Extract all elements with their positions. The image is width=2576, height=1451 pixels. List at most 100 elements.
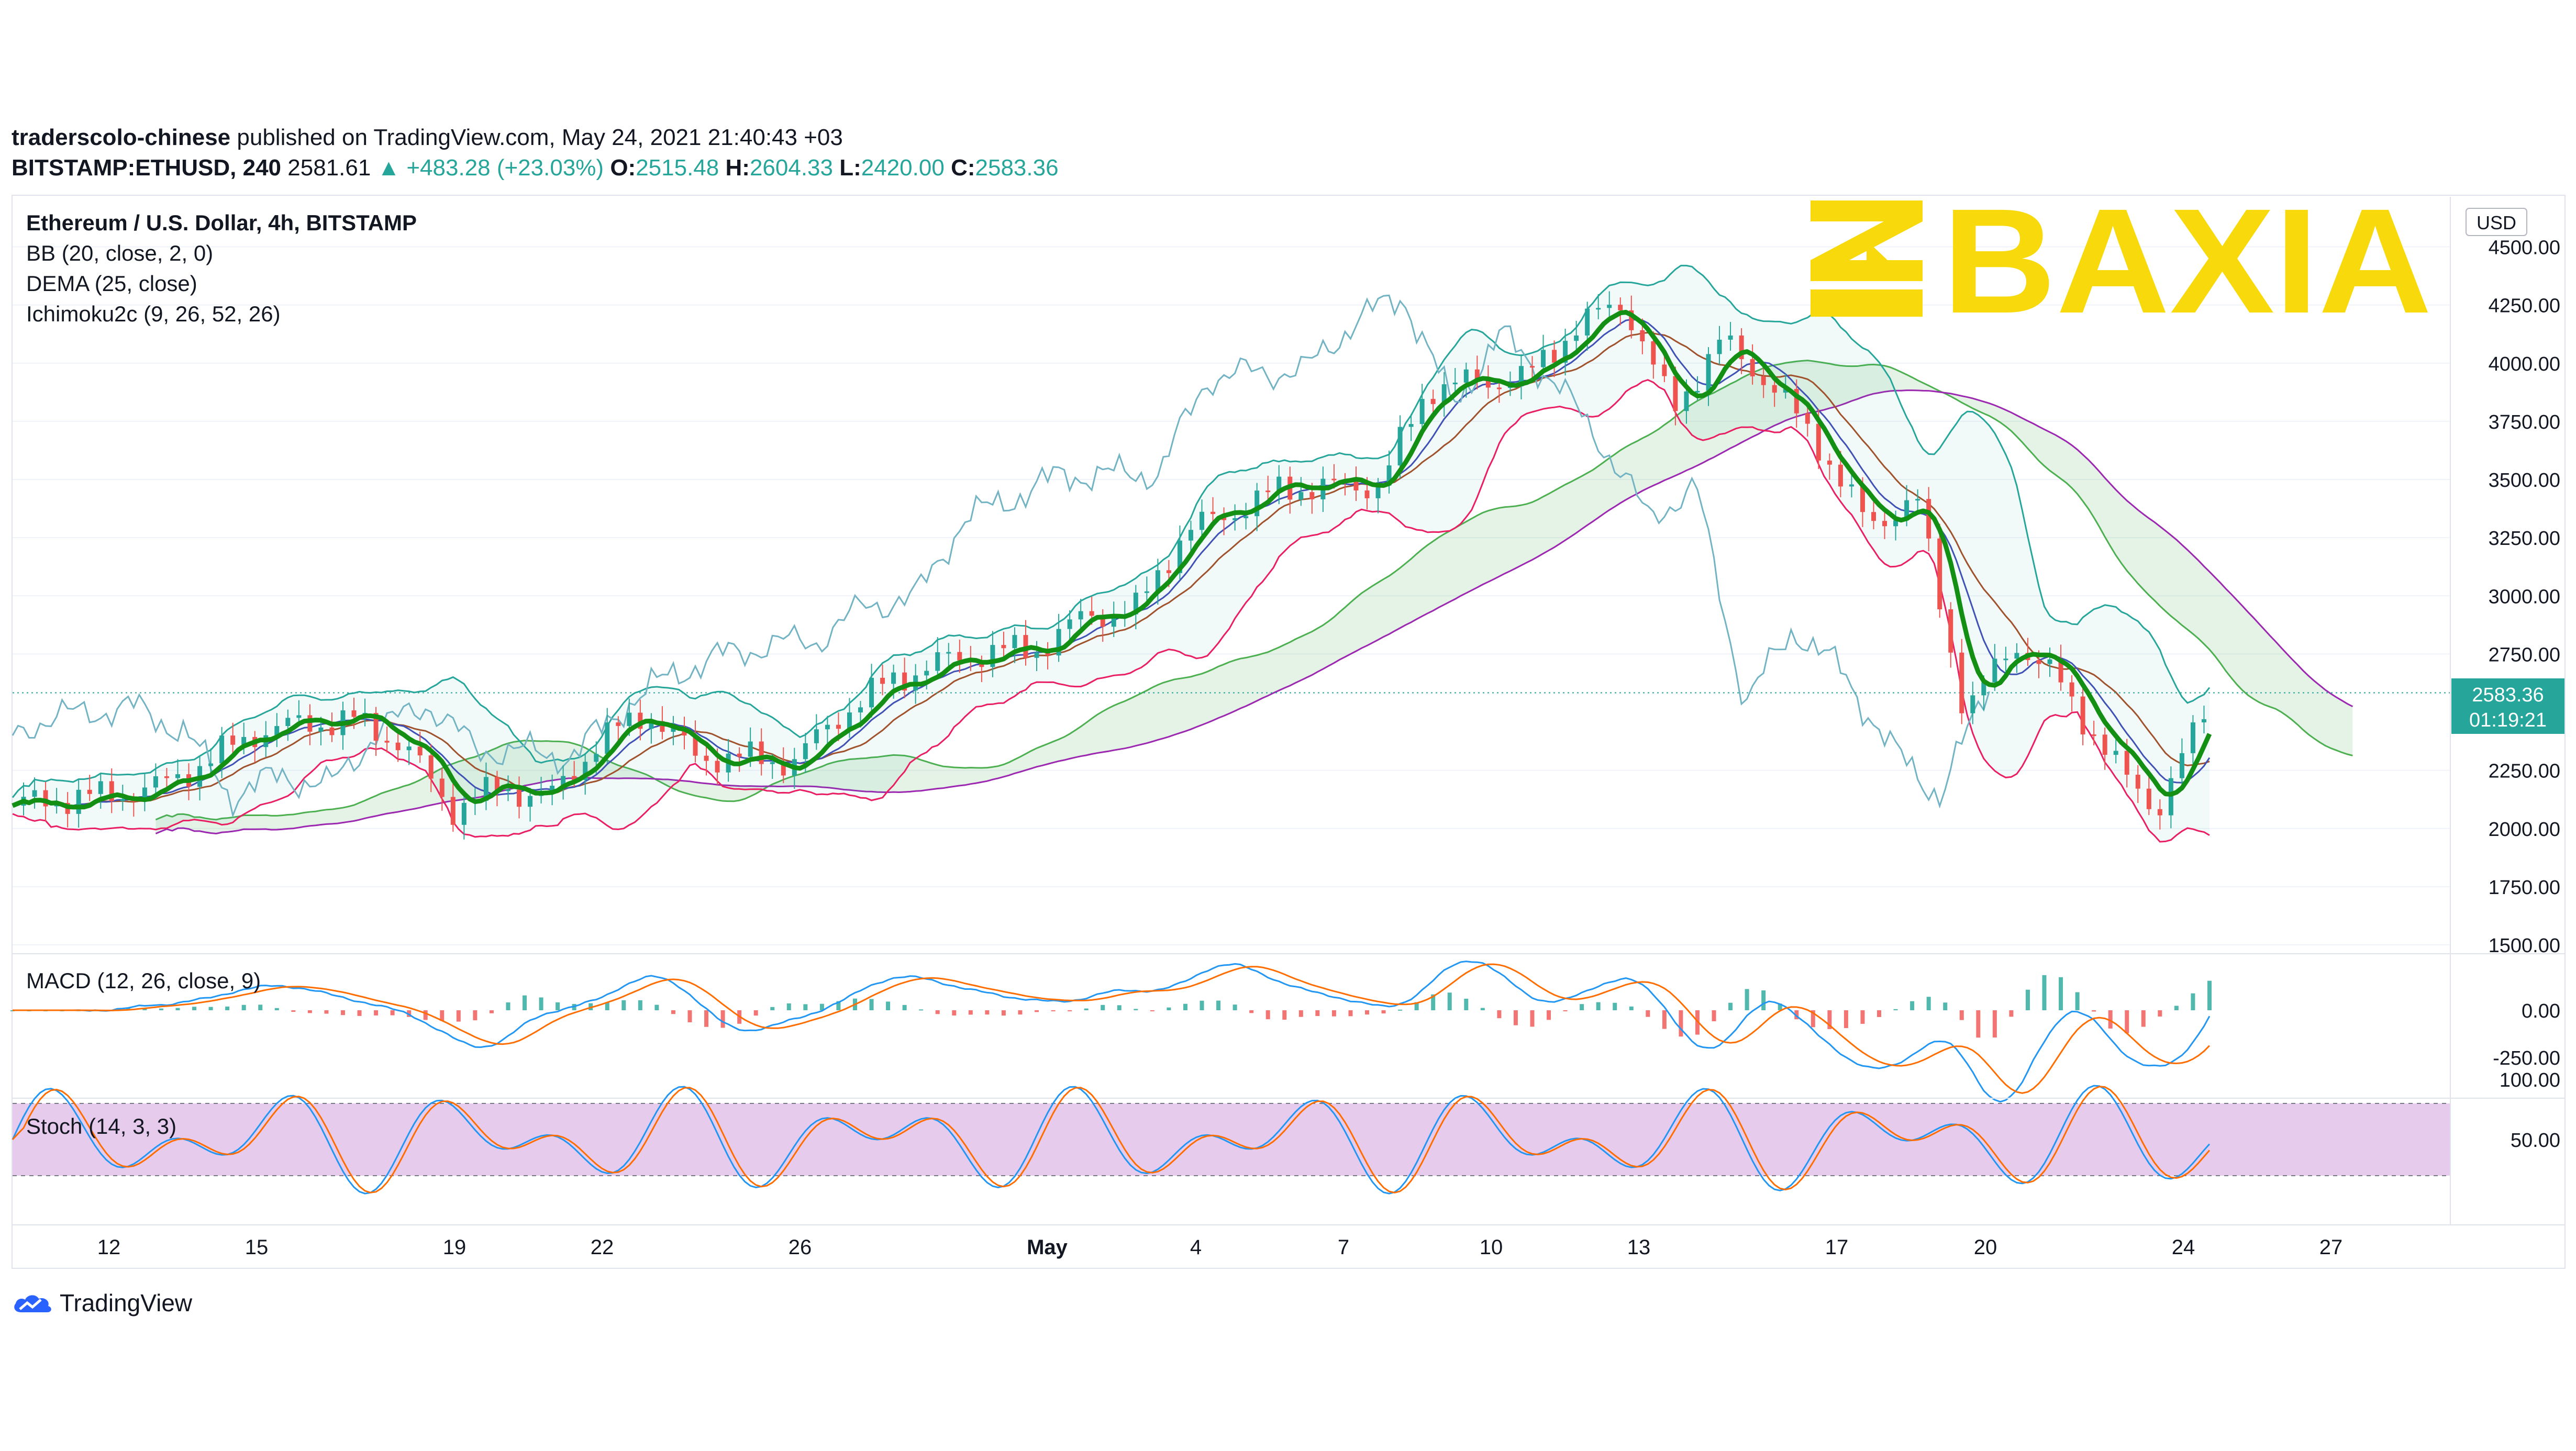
- macd-histogram-bar: [1117, 1005, 1122, 1010]
- candle-body: [660, 721, 665, 732]
- candle-body: [98, 781, 103, 794]
- candle-body: [737, 753, 742, 757]
- close-label: C:: [951, 155, 975, 181]
- candle-body: [1794, 389, 1799, 414]
- macd-histogram-bar: [192, 1007, 197, 1010]
- chart-frame[interactable]: [12, 195, 2566, 1269]
- candle-body: [351, 710, 357, 717]
- price-tick-label: 2250.00: [2489, 761, 2560, 783]
- macd-histogram-bar: [1315, 1010, 1320, 1016]
- conversion-line: [12, 318, 2211, 807]
- macd-histogram-bar: [704, 1010, 709, 1027]
- last-price: 2581.61: [287, 155, 371, 181]
- tradingview-logo[interactable]: TradingView: [12, 1289, 192, 1317]
- price-tick-label: 3500.00: [2489, 470, 2560, 492]
- currency-label: USD: [2477, 212, 2516, 233]
- close-value: 2583.36: [975, 155, 1059, 181]
- macd-histogram-bar: [1712, 1010, 1716, 1022]
- macd-histogram-bar: [1646, 1010, 1650, 1017]
- macd-histogram-bar: [1233, 1004, 1237, 1010]
- macd-histogram-bar: [1068, 1010, 1072, 1011]
- candle-body: [1265, 490, 1271, 493]
- candle-body: [1243, 516, 1249, 519]
- candle-body: [1254, 490, 1260, 517]
- candle-body: [605, 722, 610, 754]
- candle-body: [2069, 682, 2074, 697]
- candle-body: [417, 746, 423, 756]
- candle-body: [1673, 376, 1678, 411]
- macd-histogram-bar: [390, 1010, 395, 1015]
- price-tick-label: 4250.00: [2489, 295, 2560, 317]
- macd-histogram-bar: [1134, 1009, 1138, 1010]
- macd-histogram-bar: [1084, 1008, 1089, 1010]
- macd-histogram-bar: [2174, 1006, 2179, 1010]
- candle-body: [1695, 390, 1700, 393]
- dema-legend[interactable]: DEMA (25, close): [26, 271, 197, 296]
- candle-body: [1640, 330, 1645, 342]
- macd-histogram-bar: [1298, 1010, 1303, 1017]
- candle-body: [1607, 305, 1612, 308]
- author-name[interactable]: traderscolo-chinese: [12, 125, 231, 150]
- price-tick-label: 3000.00: [2489, 586, 2560, 608]
- time-tick-label: 7: [1338, 1236, 1349, 1259]
- candle-body: [803, 743, 808, 760]
- macd-histogram-bar: [1447, 992, 1452, 1010]
- ichimoku-legend[interactable]: Ichimoku2c (9, 26, 52, 26): [26, 302, 281, 326]
- macd-histogram-bar: [687, 1010, 692, 1023]
- macd-histogram-bar: [2191, 993, 2195, 1010]
- macd-histogram-bar: [1167, 1007, 1171, 1010]
- macd-histogram-bar: [258, 1004, 263, 1010]
- macd-histogram-bar: [1761, 990, 1766, 1010]
- candle-body: [594, 754, 599, 762]
- candle-body: [671, 727, 676, 732]
- candle-body: [2102, 734, 2107, 755]
- candle-body: [1805, 413, 1810, 424]
- candle-body: [638, 712, 643, 729]
- candle-body: [406, 746, 412, 751]
- candle-body: [2179, 753, 2184, 778]
- candle-body: [1992, 658, 1997, 683]
- candle-body: [902, 672, 907, 691]
- candle-body: [1915, 499, 1920, 501]
- candle-body: [120, 799, 125, 801]
- candle-body: [1783, 389, 1788, 393]
- candle-body: [1375, 485, 1381, 498]
- macd-legend[interactable]: MACD (12, 26, close, 9): [26, 968, 261, 993]
- candle-body: [505, 789, 510, 791]
- low-value: 2420.00: [861, 155, 945, 181]
- candle-body: [1001, 645, 1006, 649]
- price-tick-label: 3250.00: [2489, 528, 2560, 550]
- candle-body: [583, 762, 588, 780]
- candle-body: [1849, 484, 1854, 487]
- candle-body: [1485, 378, 1491, 388]
- candle-body: [528, 796, 533, 807]
- macd-histogram-bar: [1992, 1010, 1997, 1038]
- candle-body: [1276, 476, 1282, 492]
- bb-lower-line: [12, 379, 2210, 843]
- time-tick-label: 19: [443, 1236, 467, 1259]
- macd-histogram-bar: [1018, 1010, 1023, 1015]
- price-tick-label: 1500.00: [2489, 935, 2560, 957]
- macd-histogram-bar: [1926, 997, 1931, 1010]
- bb-legend[interactable]: BB (20, close, 2, 0): [26, 241, 214, 265]
- candle-body: [1353, 480, 1359, 490]
- candle-body: [693, 735, 698, 756]
- candle-body: [1662, 364, 1667, 376]
- macd-histogram-bar: [1183, 1003, 1187, 1010]
- candle-body: [2047, 659, 2052, 664]
- candle-body: [1144, 591, 1149, 593]
- macd-histogram-bar: [374, 1010, 379, 1015]
- candle-body: [1651, 341, 1656, 365]
- stoch-legend[interactable]: Stoch (14, 3, 3): [26, 1114, 177, 1139]
- candle-body: [2146, 788, 2151, 809]
- macd-histogram-bar: [720, 1010, 725, 1028]
- macd-histogram-bar: [440, 1010, 445, 1021]
- candle-body: [2091, 734, 2096, 736]
- candle-body: [2036, 660, 2041, 664]
- candle-body: [836, 724, 841, 729]
- candle-body: [142, 787, 147, 802]
- macd-histogram-bar: [1431, 994, 1436, 1010]
- candle-body: [1364, 490, 1370, 498]
- candle-body: [1893, 520, 1898, 527]
